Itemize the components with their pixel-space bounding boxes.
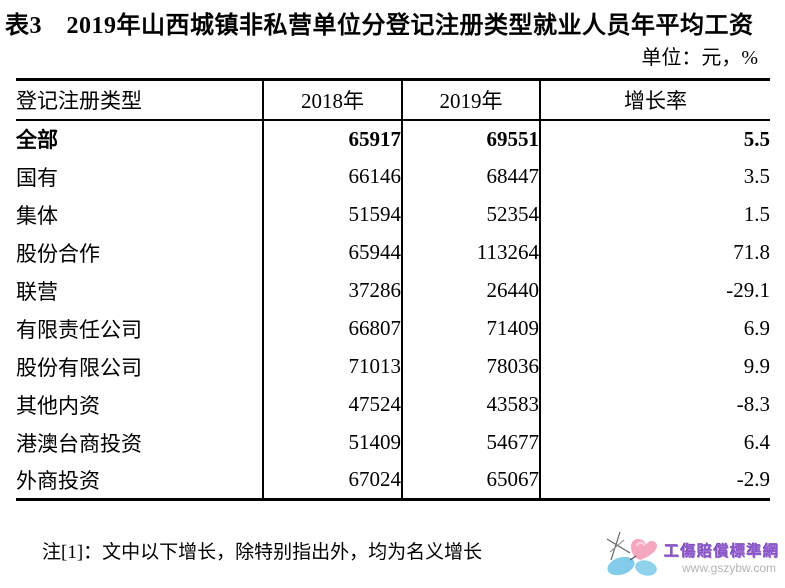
value-2019-cell: 54677 <box>401 423 540 462</box>
table-row: 有限责任公司 66807 71409 6.9 <box>16 309 770 348</box>
value-2019-cell: 68447 <box>401 157 540 196</box>
value-2019-cell: 69551 <box>401 119 540 158</box>
table-row: 外商投资 67024 65067 -2.9 <box>16 461 770 500</box>
table-row: 港澳台商投资 51409 54677 6.4 <box>16 423 770 462</box>
growth-cell: 3.5 <box>539 157 770 196</box>
value-2019-cell: 71409 <box>401 309 540 348</box>
growth-cell: 6.4 <box>539 423 770 462</box>
row-label-cell: 外商投资 <box>16 468 100 493</box>
column-header-2019: 2019年 <box>401 79 540 121</box>
growth-cell: 71.8 <box>539 233 770 272</box>
growth-cell: 9.9 <box>539 347 770 386</box>
growth-cell: -29.1 <box>539 271 770 310</box>
value-2019-cell: 113264 <box>401 233 540 272</box>
row-label-cell: 国有 <box>16 165 58 190</box>
wage-table: 登记注册类型 2018年 2019年 增长率 全部 65917 69551 5.… <box>16 78 770 501</box>
value-2018-cell: 67024 <box>262 461 402 500</box>
growth-cell: -2.9 <box>539 461 770 500</box>
value-2018-cell: 65944 <box>262 233 402 272</box>
butterfly-heart-logo-icon <box>606 531 658 576</box>
value-2019-cell: 78036 <box>401 347 540 386</box>
value-2018-cell: 51409 <box>262 423 402 462</box>
table-row: 国有 66146 68447 3.5 <box>16 157 770 196</box>
column-header-growth: 增长率 <box>539 79 770 121</box>
page-title: 表3 2019年山西城镇非私营单位分登记注册类型就业人员年平均工资 <box>5 13 754 39</box>
unit-label: 单位：元，% <box>641 47 758 69</box>
growth-cell: 5.5 <box>539 119 770 158</box>
value-2019-cell: 65067 <box>401 461 540 500</box>
row-label-cell: 其他内资 <box>16 393 100 418</box>
row-label-cell: 港澳台商投资 <box>16 431 142 456</box>
column-header-type: 登记注册类型 <box>16 79 263 121</box>
row-label-cell: 有限责任公司 <box>16 317 142 342</box>
table-header-row: 登记注册类型 2018年 2019年 增长率 <box>16 79 770 121</box>
column-header-2018: 2018年 <box>262 79 402 121</box>
growth-cell: -8.3 <box>539 385 770 424</box>
growth-cell: 6.9 <box>539 309 770 348</box>
table-row: 全部 65917 69551 5.5 <box>16 119 770 158</box>
row-label-cell: 集体 <box>16 203 58 228</box>
value-2018-cell: 65917 <box>262 119 402 158</box>
table-row: 股份有限公司 71013 78036 9.9 <box>16 347 770 386</box>
value-2018-cell: 66146 <box>262 157 402 196</box>
table-row: 股份合作 65944 113264 71.8 <box>16 233 770 272</box>
site-watermark: 工傷賠償標準網 www.gszybw.com <box>606 528 782 584</box>
value-2018-cell: 71013 <box>262 347 402 386</box>
value-2019-cell: 43583 <box>401 385 540 424</box>
row-label-cell: 股份有限公司 <box>16 355 142 380</box>
value-2018-cell: 47524 <box>262 385 402 424</box>
table-row: 集体 51594 52354 1.5 <box>16 195 770 234</box>
row-label-cell: 全部 <box>16 128 58 152</box>
value-2018-cell: 37286 <box>262 271 402 310</box>
growth-cell: 1.5 <box>539 195 770 234</box>
table-row: 其他内资 47524 43583 -8.3 <box>16 385 770 424</box>
row-label-cell: 联营 <box>16 279 58 304</box>
value-2018-cell: 51594 <box>262 195 402 234</box>
footnote: 注[1]：文中以下增长，除特别指出外，均为名义增长 <box>42 542 483 563</box>
row-label-cell: 股份合作 <box>16 241 100 266</box>
value-2019-cell: 26440 <box>401 271 540 310</box>
value-2018-cell: 66807 <box>262 309 402 348</box>
watermark-site-url: www.gszybw.com <box>682 561 777 575</box>
value-2019-cell: 52354 <box>401 195 540 234</box>
table-row: 联营 37286 26440 -29.1 <box>16 271 770 310</box>
watermark-site-name: 工傷賠償標準網 <box>664 544 780 560</box>
